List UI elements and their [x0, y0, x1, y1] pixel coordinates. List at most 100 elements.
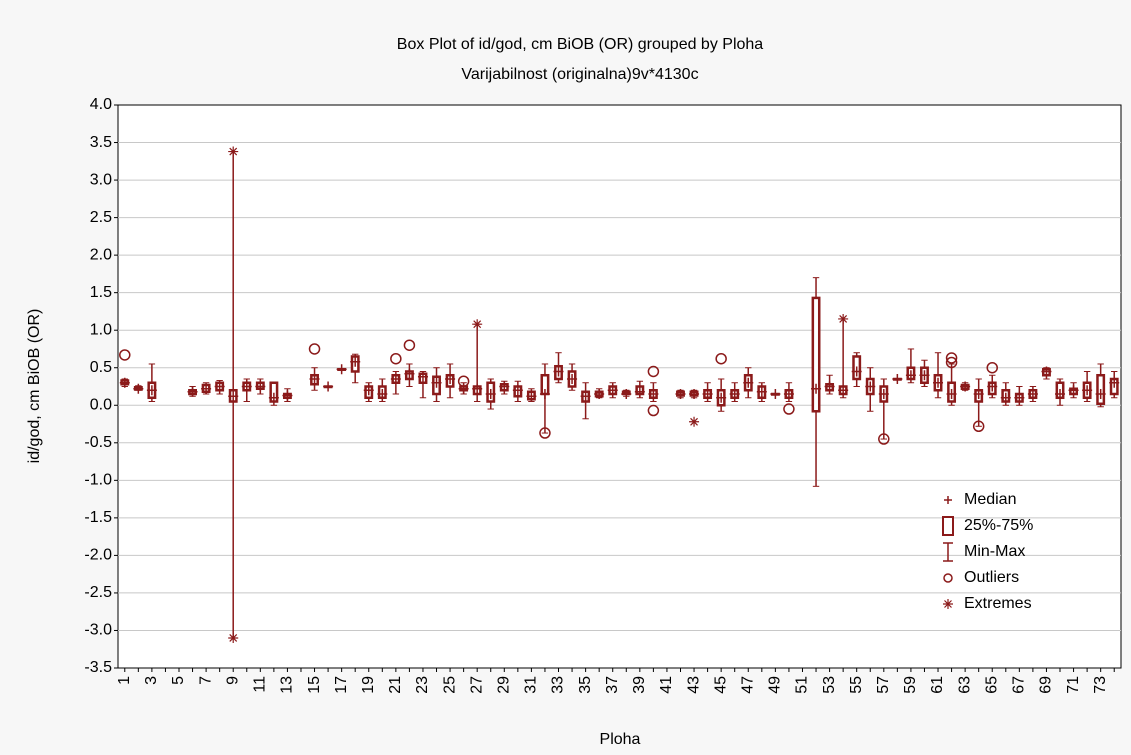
outlier: [878, 433, 890, 445]
median: [350, 356, 361, 367]
median: [553, 366, 564, 377]
median: [933, 377, 944, 388]
median: [946, 389, 957, 400]
outlier: [308, 343, 321, 355]
outlier: [715, 352, 727, 365]
median: [919, 370, 930, 381]
x-tick-label: 47: [739, 676, 756, 694]
x-tick-label: 33: [550, 676, 567, 694]
extreme: [689, 416, 700, 427]
median: [512, 385, 523, 396]
chart-title: Box Plot of id/god, cm BiOB (OR) grouped…: [397, 36, 764, 53]
median: [485, 389, 496, 400]
median: [729, 389, 740, 400]
y-tick-label: -0.5: [84, 434, 112, 451]
median: [594, 389, 605, 400]
y-tick-label: 0.0: [90, 396, 112, 413]
legend-label: 25%-75%: [964, 517, 1033, 534]
y-tick-label: 3.5: [90, 134, 112, 151]
x-tick-label: 51: [794, 676, 811, 694]
median: [228, 391, 239, 402]
median: [580, 391, 591, 402]
median: [445, 373, 456, 384]
legend-label: Extremes: [964, 595, 1032, 612]
outlier: [945, 356, 958, 369]
median: [187, 386, 198, 397]
median: [702, 389, 713, 400]
y-tick-label: -1.0: [84, 472, 112, 489]
median: [133, 383, 144, 394]
y-tick-label: 4.0: [90, 96, 112, 113]
median: [146, 385, 157, 396]
outlier: [403, 339, 416, 351]
x-tick-label: 13: [279, 676, 296, 694]
extreme: [472, 319, 483, 330]
x-tick-label: 65: [983, 676, 1000, 694]
x-tick-label: 27: [468, 676, 485, 694]
median: [607, 385, 618, 396]
median: [336, 364, 347, 375]
median: [499, 381, 510, 392]
legend-label: Min-Max: [964, 543, 1025, 560]
y-tick-label: 0.5: [90, 359, 112, 376]
median: [377, 389, 388, 400]
outlier: [972, 420, 985, 433]
x-tick-label: 71: [1065, 676, 1082, 694]
median: [824, 381, 835, 392]
y-tick-label: -2.0: [84, 547, 112, 564]
x-tick-label: 31: [523, 676, 540, 694]
extreme: [228, 146, 239, 157]
median: [201, 383, 212, 394]
y-axis-label: id/god, cm BiOB (OR): [26, 309, 43, 464]
median: [621, 389, 632, 400]
outlier: [539, 427, 551, 439]
x-tick-label: 59: [902, 676, 919, 694]
x-tick-label: 15: [306, 676, 323, 694]
x-tick-label: 7: [197, 676, 214, 685]
outlier: [457, 375, 470, 387]
median: [756, 386, 767, 397]
median: [282, 390, 293, 401]
median: [1109, 377, 1120, 388]
outlier: [390, 352, 402, 365]
outlier: [783, 403, 795, 415]
y-tick-label: -1.5: [84, 509, 112, 526]
x-tick-label: 41: [658, 676, 675, 694]
median: [214, 381, 225, 392]
median: [878, 389, 889, 400]
y-tick-label: 2.0: [90, 246, 112, 263]
outlier: [119, 349, 131, 361]
median: [770, 389, 781, 400]
legend-box: [942, 516, 954, 536]
x-tick-label: 29: [496, 676, 513, 694]
median: [960, 381, 971, 392]
median: [119, 377, 130, 388]
y-tick-label: 1.0: [90, 321, 112, 338]
x-axis-label: Ploha: [600, 731, 641, 748]
x-tick-label: 49: [767, 676, 784, 694]
outlier: [647, 365, 660, 378]
legend-label: Median: [964, 491, 1016, 508]
x-tick-label: 55: [848, 676, 865, 694]
outlier: [986, 361, 998, 374]
y-tick-label: -3.0: [84, 622, 112, 639]
median: [472, 383, 483, 394]
legend-median: [944, 496, 952, 504]
median: [363, 385, 374, 396]
x-tick-label: 37: [604, 676, 621, 694]
x-tick-label: 67: [1011, 676, 1028, 694]
x-tick-label: 23: [414, 676, 431, 694]
legend-whisker: [943, 542, 953, 562]
median: [255, 381, 266, 392]
median: [838, 385, 849, 396]
median: [417, 371, 428, 382]
median: [648, 389, 659, 400]
x-tick-label: 69: [1038, 676, 1055, 694]
x-tick-label: 35: [577, 676, 594, 694]
y-tick-label: 1.5: [90, 284, 112, 301]
x-tick-label: 1: [116, 676, 133, 685]
x-tick-label: 45: [712, 676, 729, 694]
median: [431, 377, 442, 388]
median: [865, 381, 876, 392]
